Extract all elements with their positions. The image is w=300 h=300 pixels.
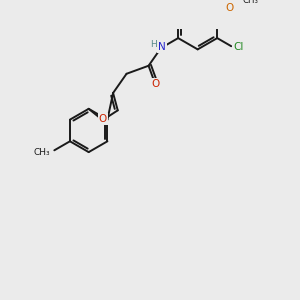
Text: O: O xyxy=(151,79,159,89)
Text: Cl: Cl xyxy=(233,42,243,52)
Text: CH₃: CH₃ xyxy=(33,148,50,157)
Text: O: O xyxy=(98,114,107,124)
Text: CH₃: CH₃ xyxy=(242,0,258,5)
Text: N: N xyxy=(158,42,166,52)
Text: H: H xyxy=(150,40,157,49)
Text: O: O xyxy=(225,3,233,13)
